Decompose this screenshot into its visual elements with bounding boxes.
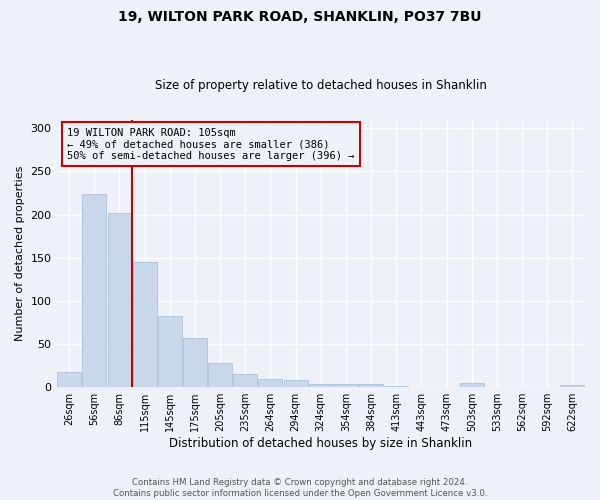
Text: Contains HM Land Registry data © Crown copyright and database right 2024.
Contai: Contains HM Land Registry data © Crown c…	[113, 478, 487, 498]
Text: 19, WILTON PARK ROAD, SHANKLIN, PO37 7BU: 19, WILTON PARK ROAD, SHANKLIN, PO37 7BU	[118, 10, 482, 24]
Bar	[560, 384, 584, 387]
Bar	[460, 383, 484, 387]
Bar	[183, 338, 207, 387]
Bar	[107, 213, 131, 387]
Bar	[158, 316, 182, 387]
Bar	[284, 380, 308, 387]
Bar	[208, 363, 232, 387]
X-axis label: Distribution of detached houses by size in Shanklin: Distribution of detached houses by size …	[169, 437, 472, 450]
Y-axis label: Number of detached properties: Number of detached properties	[15, 166, 25, 341]
Bar	[359, 384, 383, 387]
Bar	[57, 372, 81, 387]
Bar	[334, 384, 358, 387]
Bar	[309, 384, 333, 387]
Bar	[233, 374, 257, 387]
Bar	[133, 262, 157, 387]
Title: Size of property relative to detached houses in Shanklin: Size of property relative to detached ho…	[155, 79, 487, 92]
Text: 19 WILTON PARK ROAD: 105sqm
← 49% of detached houses are smaller (386)
50% of se: 19 WILTON PARK ROAD: 105sqm ← 49% of det…	[67, 128, 355, 161]
Bar	[385, 386, 408, 387]
Bar	[259, 378, 283, 387]
Bar	[82, 194, 106, 387]
